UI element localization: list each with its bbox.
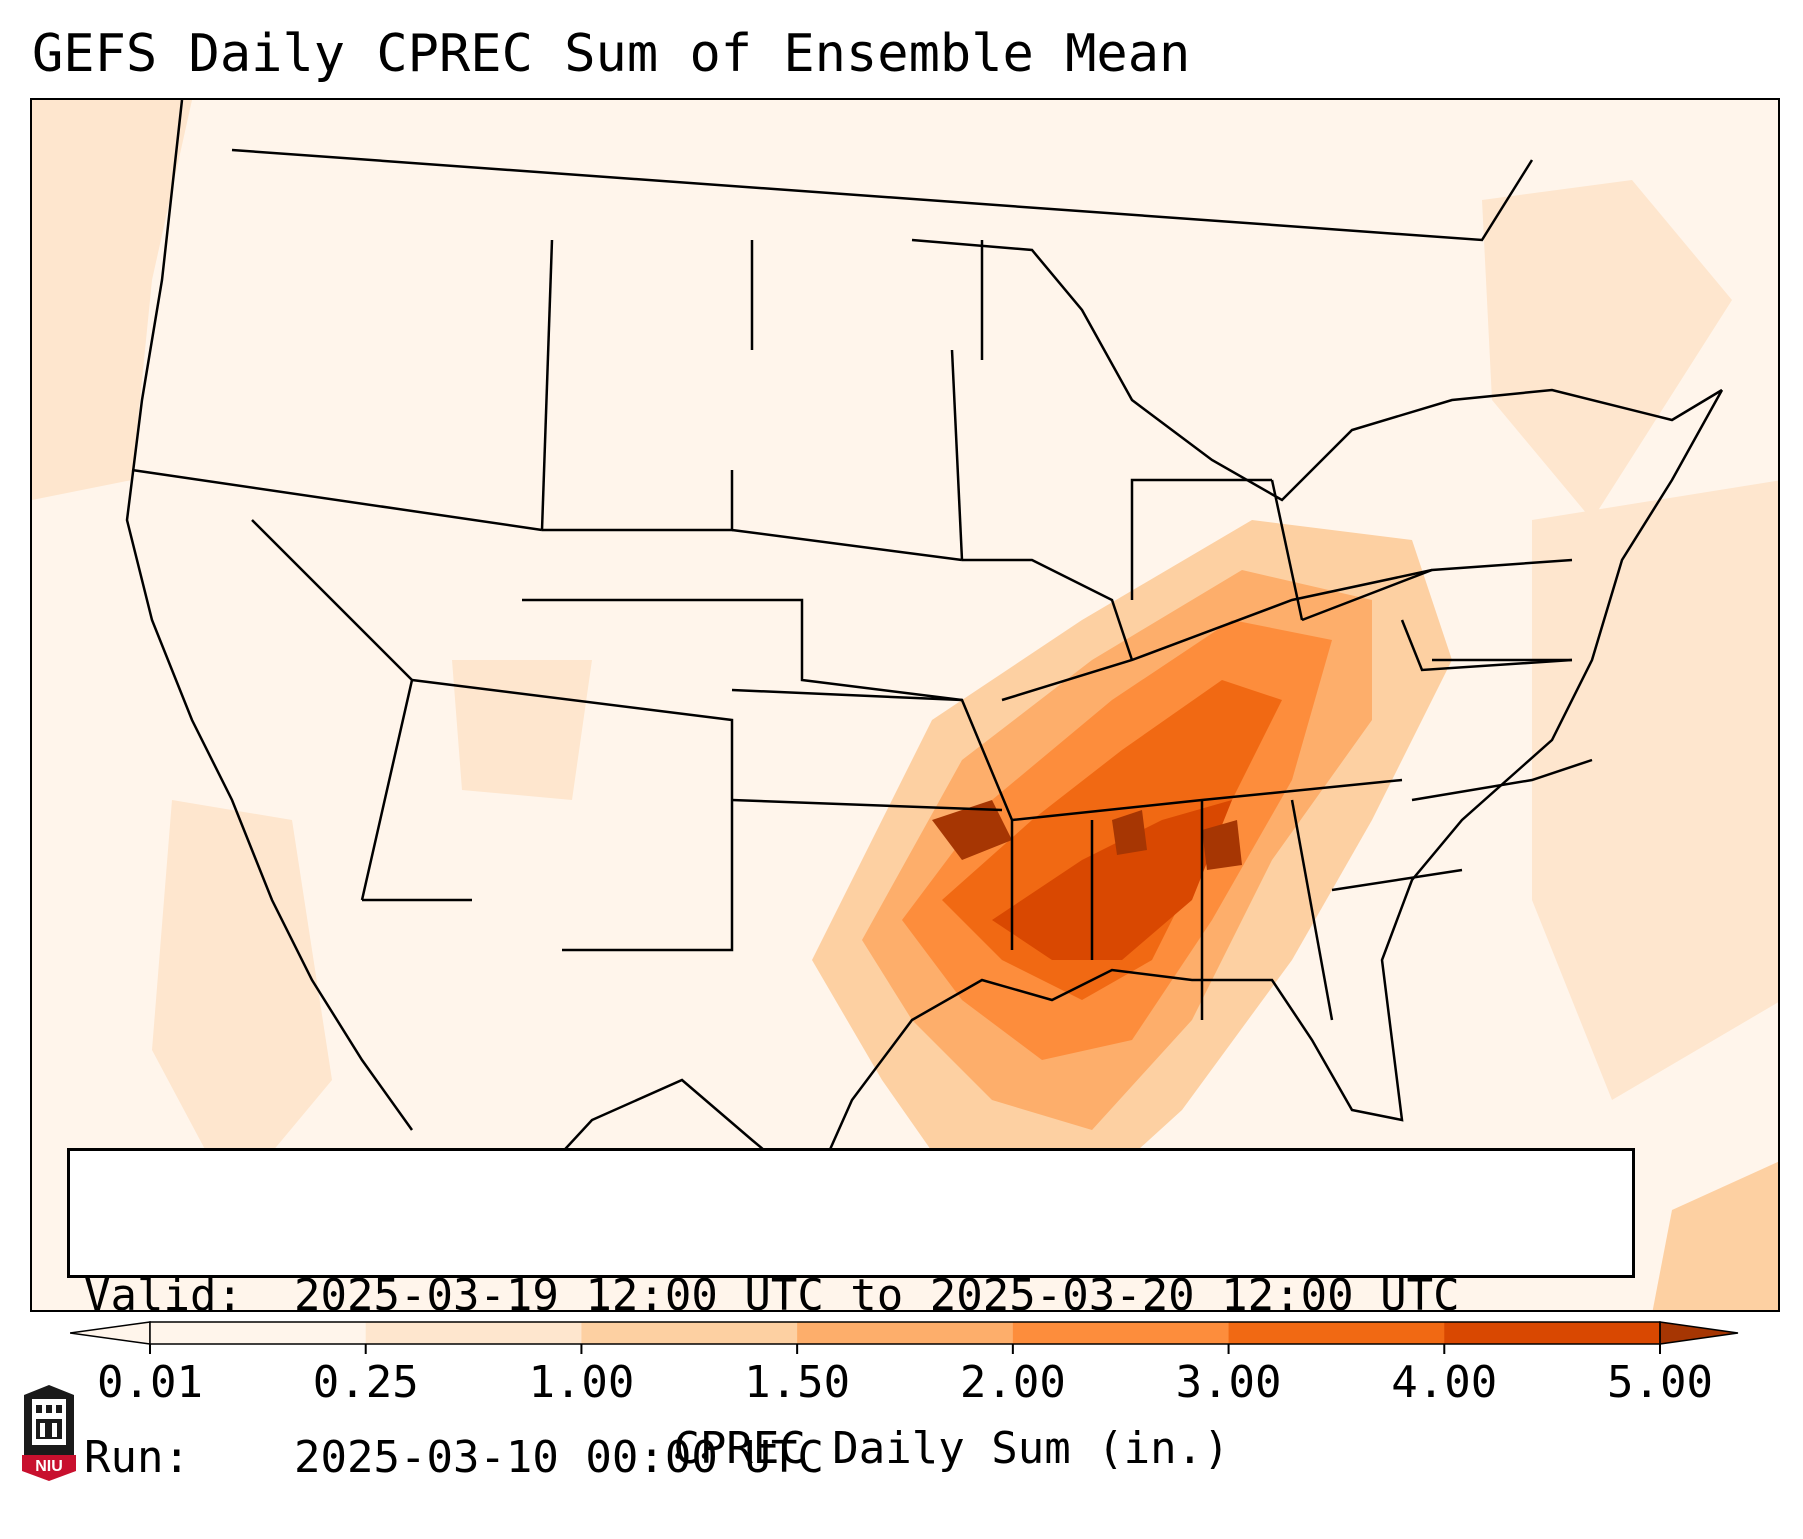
colorbar-ticks <box>149 1344 1661 1354</box>
colorbar-segment <box>797 1322 1014 1344</box>
valid-run-box: Valid: 2025-03-19 12:00 UTC to 2025-03-2… <box>67 1148 1635 1483</box>
precip-region-4in <box>992 800 1232 960</box>
run-line: Run: 2025-03-10 00:00 UTC <box>84 1431 1632 1485</box>
west-coastline <box>125 100 414 1131</box>
precip-region-pacific <box>32 100 192 500</box>
colorbar <box>70 1321 1739 1354</box>
precip-map <box>30 98 1780 1312</box>
precip-max-mississippi <box>1112 810 1147 855</box>
colorbar-segment <box>581 1322 798 1344</box>
colorbar-segment <box>1012 1322 1230 1344</box>
colorbar-extend-low <box>70 1321 151 1345</box>
colorbar-tick-label: 2.00 <box>959 1357 1066 1408</box>
canada-border <box>231 148 1534 242</box>
great-lakes-border <box>911 238 1723 502</box>
colorbar-segment <box>365 1322 582 1344</box>
precip-region-northeast <box>1482 180 1732 520</box>
colorbar-segment <box>1444 1322 1661 1344</box>
precip-region-atlantic <box>1532 480 1778 1100</box>
colorbar-tick-label: 1.50 <box>744 1357 851 1408</box>
valid-line: Valid: 2025-03-19 12:00 UTC to 2025-03-2… <box>84 1269 1632 1323</box>
colorbar-tick-label: 4.00 <box>1391 1357 1498 1408</box>
colorbar-segment <box>150 1322 367 1344</box>
valid-value: 2025-03-19 12:00 UTC to 2025-03-20 12:00… <box>294 1270 1460 1321</box>
colorbar-tick-label: 0.01 <box>97 1357 203 1408</box>
precip-region-southwest <box>452 660 592 800</box>
colorbar-tick-label: 1.00 <box>528 1357 635 1408</box>
niu-logo-icon: NIU <box>22 1385 76 1481</box>
map-canvas <box>32 100 1778 1310</box>
colorbar-segments <box>70 1321 1739 1345</box>
precip-region-caribbean <box>1652 1161 1778 1310</box>
niu-logo-text: NIU <box>35 1458 63 1475</box>
colorbar-label: CPREC Daily Sum (in.) <box>673 1423 1230 1474</box>
colorbar-outline <box>149 1321 1661 1345</box>
niu-logo-shield <box>22 1455 76 1481</box>
precip-max-oklahoma <box>932 800 1012 860</box>
colorbar-extend-high <box>1659 1321 1739 1345</box>
colorbar-tick-label: 0.25 <box>312 1357 419 1408</box>
valid-label: Valid: <box>84 1270 243 1321</box>
run-value: 2025-03-10 00:00 UTC <box>294 1432 824 1483</box>
run-label: Run: <box>84 1432 190 1483</box>
east-gulf-coastline <box>810 389 1724 1191</box>
colorbar-tick-label: 3.00 <box>1175 1357 1282 1408</box>
map-title: GEFS Daily CPREC Sum of Ensemble Mean <box>32 24 1191 84</box>
precip-region-baja <box>152 800 332 1200</box>
colorbar-segment <box>1228 1322 1445 1344</box>
precip-max-alabama <box>1202 820 1242 870</box>
colorbar-tick-label: 5.00 <box>1607 1357 1713 1408</box>
